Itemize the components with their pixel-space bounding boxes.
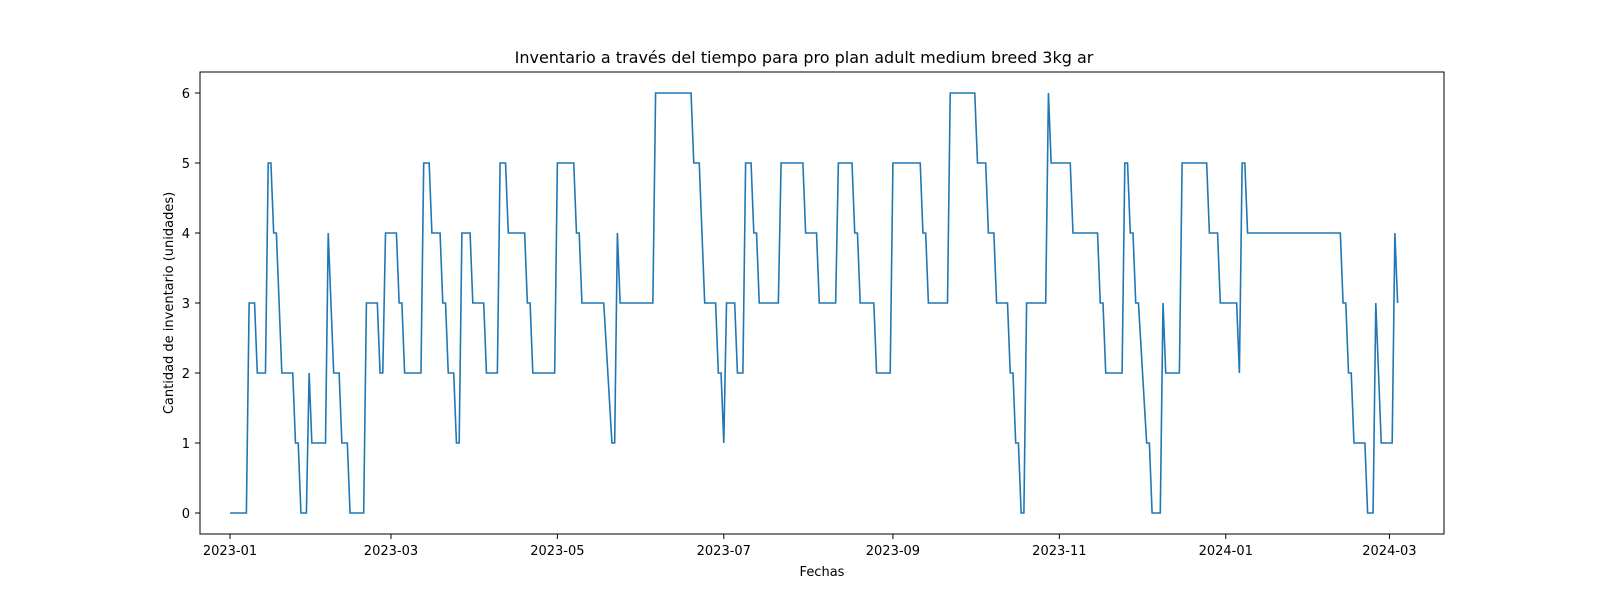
x-tick-label: 2023-09 — [866, 544, 920, 559]
chart-title: Inventario a través del tiempo para pro … — [515, 48, 1094, 67]
y-tick-label: 6 — [182, 87, 190, 102]
x-tick-label: 2023-07 — [697, 544, 751, 559]
x-axis-label: Fechas — [800, 565, 845, 580]
y-tick-label: 1 — [182, 437, 190, 452]
x-axis: 2023-01 2023-03 2023-05 2023-07 2023-09 2023-… — [203, 534, 1417, 559]
x-tick-label: 2023-03 — [364, 544, 418, 559]
y-tick-label: 3 — [182, 297, 190, 312]
y-tick-label: 5 — [182, 157, 190, 172]
y-axis-label: Cantidad de inventario (unidades) — [162, 192, 177, 414]
x-tick-label: 2023-11 — [1032, 544, 1086, 559]
x-tick-label: 2024-01 — [1199, 544, 1253, 559]
y-axis: 0 1 2 3 4 5 6 — [182, 87, 200, 522]
x-tick-label: 2023-05 — [530, 544, 584, 559]
x-tick-label: 2024-03 — [1362, 544, 1416, 559]
y-tick-label: 2 — [182, 367, 190, 382]
inventory-series-line — [230, 92, 1399, 514]
x-tick-label: 2023-01 — [203, 544, 257, 559]
y-tick-label: 4 — [182, 227, 190, 242]
y-tick-label: 0 — [182, 507, 190, 522]
